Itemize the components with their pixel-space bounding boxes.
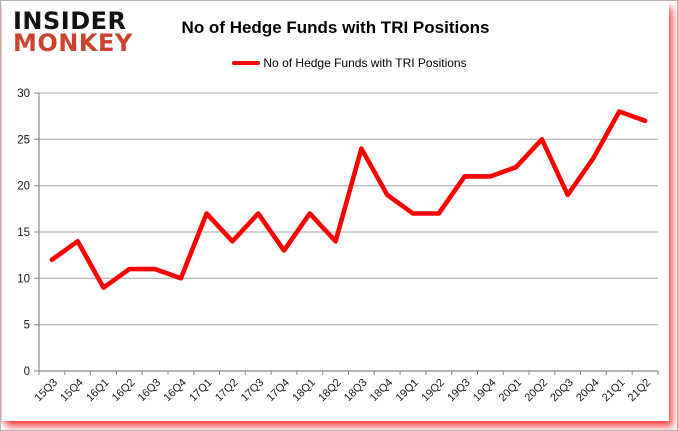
legend-line-swatch [232, 61, 261, 65]
svg-text:16Q4: 16Q4 [161, 377, 189, 405]
svg-text:17Q4: 17Q4 [265, 377, 293, 405]
svg-text:21Q1: 21Q1 [600, 377, 628, 405]
logo-text-monkey: MONKEY [13, 29, 133, 58]
svg-text:15Q3: 15Q3 [32, 377, 60, 405]
chart-surface: INSIDER MONKEY No of Hedge Funds with TR… [2, 2, 669, 421]
svg-text:18Q1: 18Q1 [290, 377, 318, 405]
legend: No of Hedge Funds with TRI Positions [16, 56, 677, 70]
svg-text:10: 10 [17, 273, 30, 285]
svg-text:18Q3: 18Q3 [342, 377, 370, 405]
svg-text:18Q4: 18Q4 [368, 377, 396, 405]
svg-text:17Q1: 17Q1 [187, 377, 215, 405]
svg-text:17Q3: 17Q3 [239, 377, 267, 405]
line-chart-plot: 0 5 10 15 20 25 30 15Q315Q416Q116Q216Q316Q417Q1… [17, 88, 659, 405]
svg-text:20Q1: 20Q1 [497, 377, 525, 405]
svg-text:15: 15 [17, 227, 30, 239]
svg-text:20Q4: 20Q4 [574, 377, 602, 405]
svg-text:21Q2: 21Q2 [626, 377, 654, 405]
svg-text:20Q2: 20Q2 [522, 377, 550, 405]
svg-text:18Q2: 18Q2 [316, 377, 344, 405]
chart-title: No of Hedge Funds with TRI Positions [181, 18, 490, 37]
svg-text:16Q1: 16Q1 [84, 377, 112, 405]
svg-text:19Q1: 19Q1 [394, 377, 422, 405]
svg-text:20Q3: 20Q3 [548, 377, 576, 405]
insider-monkey-logo: INSIDER MONKEY [13, 7, 133, 58]
svg-text:25: 25 [17, 134, 30, 146]
svg-text:19Q4: 19Q4 [471, 377, 499, 405]
svg-text:15Q4: 15Q4 [58, 377, 86, 405]
svg-text:17Q2: 17Q2 [213, 377, 241, 405]
svg-text:16Q3: 16Q3 [136, 377, 164, 405]
logo-text-insider: INSIDER [13, 7, 127, 35]
svg-text:19Q3: 19Q3 [445, 377, 473, 405]
legend-label: No of Hedge Funds with TRI Positions [263, 56, 467, 70]
svg-text:20: 20 [17, 181, 30, 193]
svg-text:0: 0 [24, 366, 30, 378]
svg-text:30: 30 [17, 88, 30, 100]
svg-text:16Q2: 16Q2 [110, 377, 138, 405]
svg-text:19Q2: 19Q2 [419, 377, 447, 405]
svg-text:5: 5 [24, 320, 30, 332]
